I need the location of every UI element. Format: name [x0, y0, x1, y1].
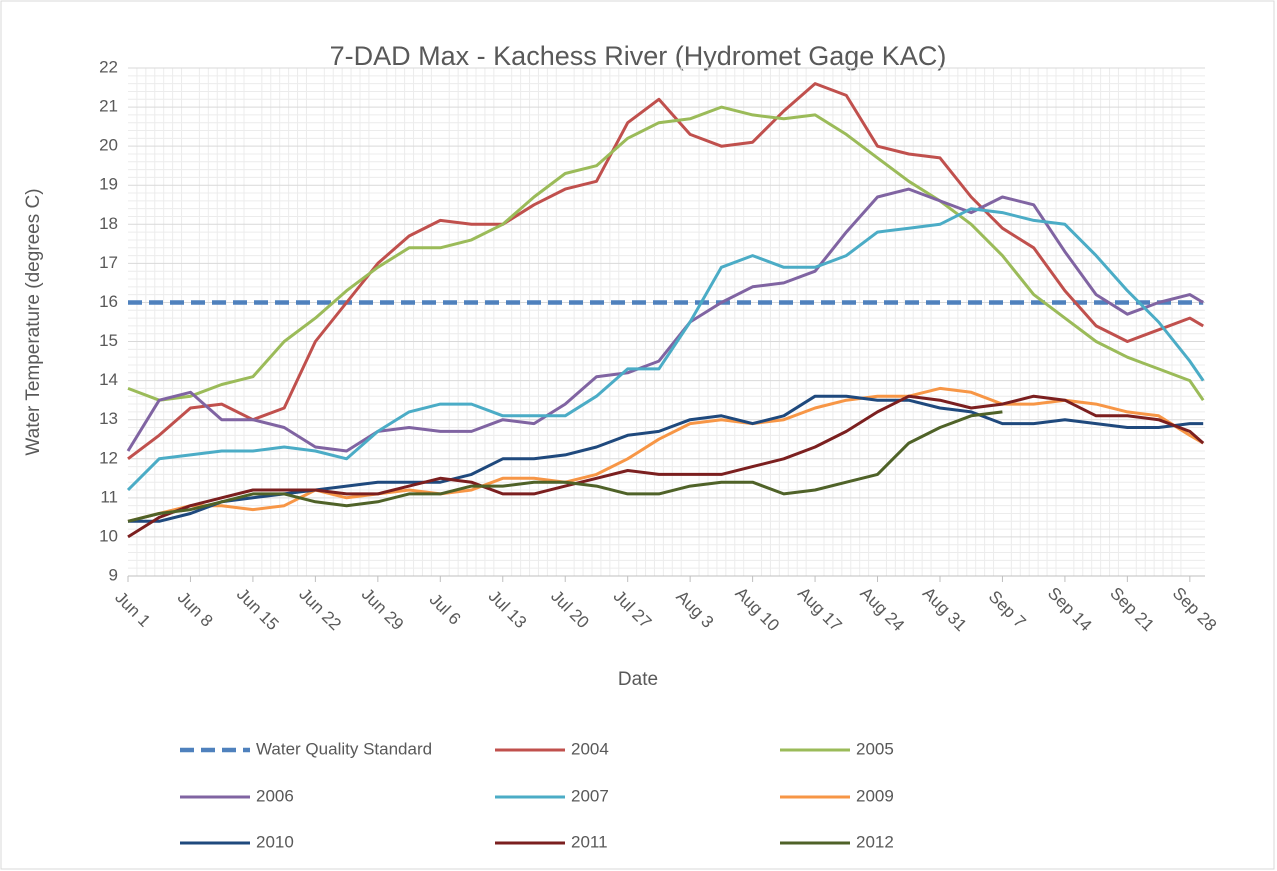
y-tick-label: 21 [99, 97, 118, 116]
y-tick-label: 10 [99, 526, 118, 545]
series-line [127, 82, 1204, 460]
y-tick-label: 20 [99, 136, 118, 155]
legend-label: 2010 [256, 832, 294, 851]
legend-label: Water Quality Standard [256, 739, 432, 758]
series-line [127, 386, 1204, 523]
y-tick-label: 9 [109, 565, 118, 584]
series-line [127, 410, 1003, 523]
legend-label: 2009 [856, 786, 894, 805]
y-axis-label: Water Temperature (degrees C) [23, 188, 44, 455]
series-line [127, 394, 1205, 539]
y-tick-label: 22 [99, 57, 118, 76]
y-tick-label: 16 [99, 292, 118, 311]
series-line [127, 105, 1205, 402]
x-axis-label: Date [618, 669, 658, 690]
legend-label: 2011 [571, 832, 608, 851]
y-tick-label: 15 [99, 331, 118, 350]
y-tick-label: 13 [99, 409, 118, 428]
y-tick-label: 11 [100, 487, 118, 506]
y-tick-label: 18 [99, 214, 118, 233]
legend-label: 2005 [856, 739, 894, 758]
y-tick-label: 19 [99, 175, 118, 194]
legend-label: 2012 [856, 832, 894, 851]
series-line [126, 187, 1204, 453]
legend-label: 2004 [571, 739, 609, 758]
legend-label: 2007 [571, 786, 609, 805]
chart-title: 7-DAD Max - Kachess River (Hydromet Gage… [330, 41, 947, 71]
y-tick-label: 12 [99, 448, 118, 467]
y-tick-label: 17 [99, 253, 118, 272]
y-tick-label: 14 [99, 370, 118, 389]
series-line [126, 207, 1205, 492]
legend-label: 2006 [256, 786, 294, 805]
